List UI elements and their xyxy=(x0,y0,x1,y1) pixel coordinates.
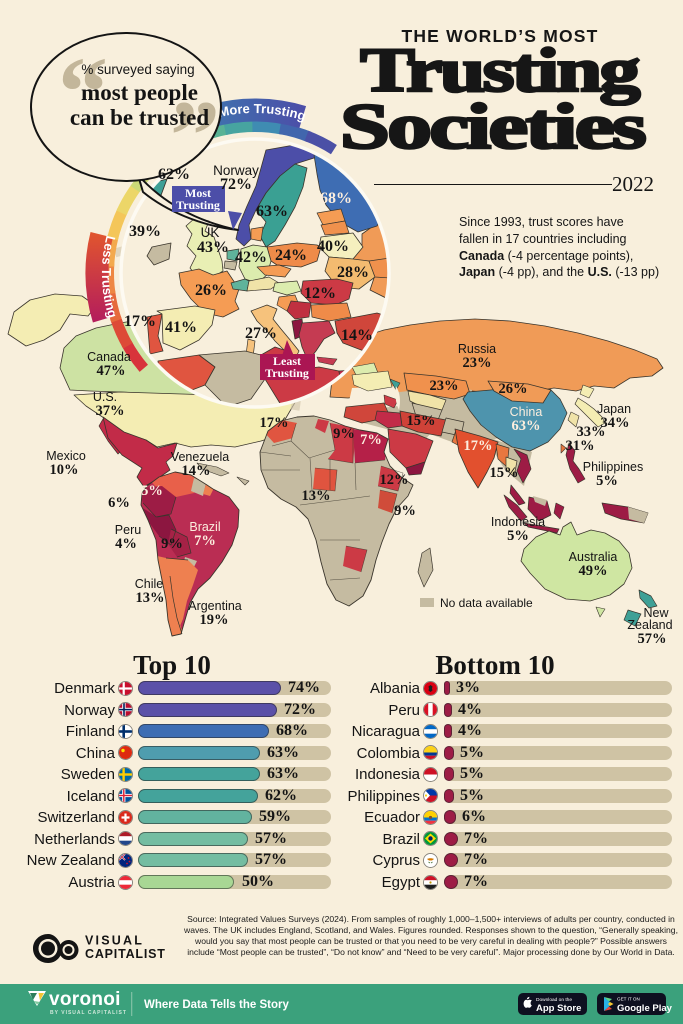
svg-text:13%: 13% xyxy=(302,488,331,504)
svg-text:49%: 49% xyxy=(579,563,608,579)
svg-text:40%: 40% xyxy=(317,238,349,255)
svg-text:15%: 15% xyxy=(407,413,436,429)
svg-text:14%: 14% xyxy=(182,463,211,479)
svg-text:Where Data Tells the Story: Where Data Tells the Story xyxy=(144,999,289,1011)
svg-text:6%: 6% xyxy=(108,495,130,511)
svg-text:Norway: Norway xyxy=(213,163,259,178)
svg-text:Least: Least xyxy=(273,354,301,368)
svg-text:Chile: Chile xyxy=(135,577,164,591)
svg-text:Mexico: Mexico xyxy=(46,449,86,463)
svg-text:New: New xyxy=(643,606,669,620)
svg-text:7%: 7% xyxy=(360,432,382,448)
svg-text:68%: 68% xyxy=(320,190,352,207)
svg-text:27%: 27% xyxy=(245,325,277,342)
svg-text:Trusting: Trusting xyxy=(265,366,309,380)
svg-text:42%: 42% xyxy=(235,249,267,266)
svg-text:Trusting: Trusting xyxy=(176,198,220,212)
svg-text:5%: 5% xyxy=(507,528,529,544)
svg-text:9%: 9% xyxy=(333,426,355,442)
svg-text:UK: UK xyxy=(201,225,220,240)
svg-text:9%: 9% xyxy=(394,503,416,519)
svg-text:Google Play: Google Play xyxy=(617,1003,673,1014)
svg-text:13%: 13% xyxy=(136,590,165,606)
svg-text:China: China xyxy=(510,405,543,419)
svg-text:23%: 23% xyxy=(430,378,459,394)
svg-text:57%: 57% xyxy=(638,631,667,647)
svg-text:No data available: No data available xyxy=(440,596,533,610)
svg-text:17%: 17% xyxy=(260,415,289,431)
svg-text:Argentina: Argentina xyxy=(188,599,242,613)
svg-text:Brazil: Brazil xyxy=(189,520,220,534)
svg-text:63%: 63% xyxy=(512,418,541,434)
svg-text:Japan: Japan xyxy=(597,402,631,416)
svg-text:12%: 12% xyxy=(304,285,336,302)
svg-text:Most: Most xyxy=(185,186,211,200)
svg-text:14%: 14% xyxy=(341,327,373,344)
svg-text:31%: 31% xyxy=(566,438,595,454)
svg-text:CAPITALIST: CAPITALIST xyxy=(85,947,166,961)
svg-text:BY VISUAL CAPITALIST: BY VISUAL CAPITALIST xyxy=(50,1010,127,1016)
svg-text:Philippines: Philippines xyxy=(583,460,643,474)
svg-text:Venezuela: Venezuela xyxy=(171,450,229,464)
svg-text:63%: 63% xyxy=(256,203,288,220)
svg-text:33%: 33% xyxy=(577,424,606,440)
svg-text:Russia: Russia xyxy=(458,342,496,356)
svg-text:26%: 26% xyxy=(499,381,528,397)
svg-text:43%: 43% xyxy=(197,239,229,256)
svg-text:Peru: Peru xyxy=(115,523,141,537)
svg-text:5%: 5% xyxy=(596,473,618,489)
svg-text:App Store: App Store xyxy=(536,1003,581,1014)
svg-text:12%: 12% xyxy=(380,472,409,488)
svg-text:4%: 4% xyxy=(115,536,137,552)
svg-text:28%: 28% xyxy=(337,264,369,281)
svg-text:23%: 23% xyxy=(463,355,492,371)
svg-text:24%: 24% xyxy=(275,247,307,264)
svg-text:10%: 10% xyxy=(50,462,79,478)
svg-text:7%: 7% xyxy=(194,533,216,549)
svg-text:Download on the: Download on the xyxy=(536,997,572,1003)
svg-text:37%: 37% xyxy=(96,403,125,419)
svg-text:U.S.: U.S. xyxy=(93,390,117,404)
svg-text:voronoi: voronoi xyxy=(49,989,121,1010)
svg-text:VISUAL: VISUAL xyxy=(85,934,144,948)
svg-text:17%: 17% xyxy=(464,438,493,454)
svg-text:72%: 72% xyxy=(220,176,252,193)
svg-text:17%: 17% xyxy=(124,313,156,330)
svg-text:26%: 26% xyxy=(195,282,227,299)
svg-text:9%: 9% xyxy=(161,536,183,552)
svg-text:GET IT ON: GET IT ON xyxy=(617,997,640,1002)
svg-text:19%: 19% xyxy=(200,612,229,628)
svg-text:5%: 5% xyxy=(141,483,163,499)
svg-text:41%: 41% xyxy=(165,319,197,336)
svg-text:Indonesia: Indonesia xyxy=(491,515,545,529)
svg-text:34%: 34% xyxy=(601,415,630,431)
svg-text:15%: 15% xyxy=(490,465,519,481)
svg-text:Zealand: Zealand xyxy=(627,618,672,632)
svg-text:47%: 47% xyxy=(97,363,126,379)
svg-text:Canada: Canada xyxy=(87,350,131,364)
svg-text:39%: 39% xyxy=(129,223,161,240)
svg-text:Australia: Australia xyxy=(569,550,618,564)
